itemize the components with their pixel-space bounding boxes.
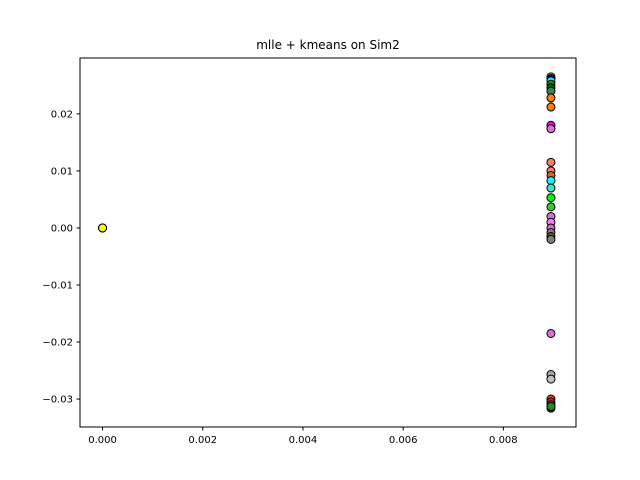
x-tick-label: 0.004: [289, 435, 318, 446]
y-tick-label: 0.02: [51, 109, 73, 120]
y-tick-label: 0.01: [51, 166, 73, 177]
y-tick-label: −0.03: [42, 395, 73, 406]
plot-frame: [79, 57, 577, 428]
y-tick-label: −0.01: [42, 280, 73, 291]
x-tick-label: 0.000: [88, 435, 117, 446]
data-point: [546, 193, 556, 203]
data-point: [546, 102, 556, 112]
data-point: [546, 202, 556, 212]
y-tick-label: −0.02: [42, 338, 73, 349]
data-point: [546, 124, 556, 134]
x-tick-label: 0.008: [489, 435, 518, 446]
data-point: [98, 223, 108, 233]
data-point: [546, 176, 556, 186]
x-axis: 0.000 0.002 0.004 0.006 0.008: [88, 427, 518, 446]
chart-title: mlle + kmeans on Sim2: [256, 38, 400, 52]
data-point: [546, 183, 556, 193]
x-tick-label: 0.002: [188, 435, 217, 446]
data-points: [98, 72, 556, 413]
data-point: [546, 374, 556, 384]
data-point: [546, 328, 556, 338]
y-tick-label: 0.00: [51, 223, 73, 234]
data-point: [546, 93, 556, 103]
x-tick-label: 0.006: [389, 435, 418, 446]
data-point: [546, 234, 556, 244]
data-point: [546, 401, 556, 411]
y-axis: −0.03 −0.02 −0.01 0.00 0.01 0.02: [42, 109, 80, 406]
data-point: [546, 157, 556, 167]
